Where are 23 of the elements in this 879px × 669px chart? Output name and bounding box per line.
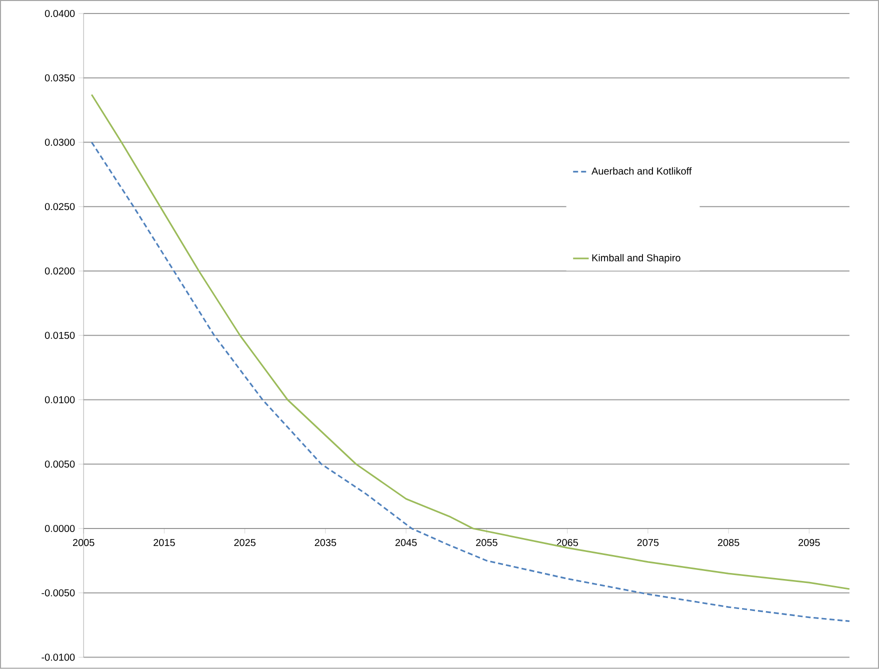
x-tick-label: 2075 bbox=[637, 539, 659, 546]
x-tick-label: 2085 bbox=[718, 539, 740, 546]
x-tick-label: 2045 bbox=[395, 539, 417, 546]
x-tick-label: 2015 bbox=[154, 539, 175, 546]
y-tick-label: 0.0350 bbox=[44, 74, 75, 82]
x-tick-label: 2025 bbox=[234, 539, 256, 546]
y-tick-label: 0.0000 bbox=[44, 525, 75, 532]
x-tick-label: 2005 bbox=[73, 539, 94, 546]
legend-label: Kimball and Shapiro bbox=[592, 254, 680, 264]
y-tick-label: -0.0050 bbox=[42, 589, 75, 597]
y-tick-label: 0.0250 bbox=[44, 203, 75, 210]
x-tick-label: 2055 bbox=[476, 539, 498, 546]
y-tick-label: 0.0400 bbox=[44, 10, 75, 18]
x-tick-label: 2065 bbox=[556, 539, 578, 546]
y-tick-label: 0.0050 bbox=[44, 460, 75, 468]
x-tick-label: 2035 bbox=[314, 539, 336, 546]
y-tick-label: 0.0100 bbox=[44, 396, 75, 404]
y-tick-label: 0.0200 bbox=[44, 268, 75, 275]
x-tick-label: 2095 bbox=[798, 539, 820, 546]
legend-label: Auerbach and Kotlikoff bbox=[592, 167, 692, 175]
y-tick-label: 0.0300 bbox=[44, 138, 75, 146]
y-tick-label: -0.0100 bbox=[42, 654, 75, 661]
y-tick-label: 0.0150 bbox=[44, 332, 75, 340]
